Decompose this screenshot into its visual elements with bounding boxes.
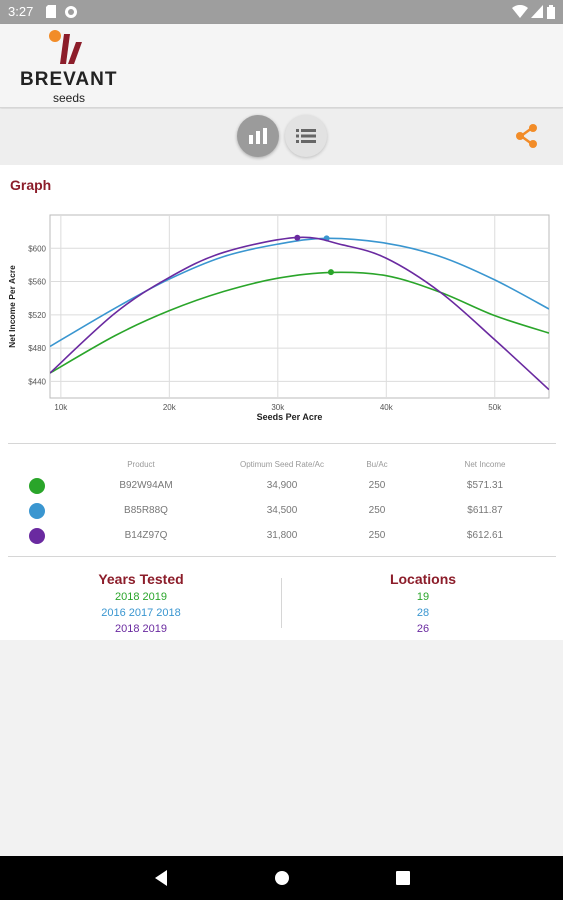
seed-rate-cell: 31,800 <box>266 530 298 541</box>
plot-area <box>49 214 550 399</box>
recents-icon[interactable] <box>395 869 411 892</box>
series-dot-purple <box>29 528 45 544</box>
y-tick-label: $560 <box>28 278 46 287</box>
header-bu-ac: Bu/Ac <box>366 460 388 469</box>
years-tested-title: Years Tested <box>98 571 184 587</box>
product-cell: B92W94AM <box>119 480 173 491</box>
series-line <box>50 237 549 348</box>
series-line <box>50 236 549 391</box>
bu-ac-cell: 250 <box>368 480 386 491</box>
app-header: BREVANT seeds <box>0 24 563 108</box>
locations-value: 28 <box>416 607 430 619</box>
bar-chart-icon <box>249 128 267 144</box>
header-net-income: Net Income <box>464 460 506 469</box>
system-nav-bar <box>0 856 563 900</box>
graph-title: Graph <box>10 177 52 193</box>
view-toolbar <box>0 109 563 165</box>
seed-rate-cell: 34,500 <box>266 505 298 516</box>
series-dot-blue <box>29 503 45 519</box>
results-card: Graph 10k 20k 30k 40k 50k $440 $480 $520 $560 $60… <box>0 165 563 640</box>
list-icon <box>296 129 316 143</box>
x-tick-label: 10k <box>54 403 68 412</box>
signal-icon <box>531 5 543 21</box>
product-cell: B85R88Q <box>124 505 168 516</box>
net-income-cell: $612.61 <box>466 530 504 541</box>
product-cell: B14Z97Q <box>124 530 168 541</box>
x-tick-label: 40k <box>380 403 394 412</box>
bu-ac-cell: 250 <box>368 505 386 516</box>
share-button[interactable] <box>514 123 540 149</box>
chart-view-button[interactable] <box>237 115 279 157</box>
x-tick-label: 20k <box>163 403 177 412</box>
y-tick-label: $440 <box>28 377 46 386</box>
net-income-cell: $611.87 <box>467 505 503 516</box>
sync-icon <box>64 5 78 22</box>
bu-ac-cell: 250 <box>368 530 386 541</box>
y-tick-label: $480 <box>28 344 46 353</box>
optimum-point <box>327 269 334 276</box>
brevant-logo-icon <box>46 28 94 66</box>
summary-separator <box>281 578 282 628</box>
locations-value: 19 <box>416 591 430 603</box>
wifi-icon <box>512 4 528 21</box>
net-income-cell: $571.31 <box>466 480 504 491</box>
seed-rate-cell: 34,900 <box>266 480 298 491</box>
years-tested-value: 2018 2019 <box>115 591 167 603</box>
back-icon[interactable] <box>153 869 169 892</box>
status-time: 3:27 <box>8 4 34 19</box>
brand-subtitle: seeds <box>53 91 86 105</box>
years-tested-value: 2016 2017 2018 <box>101 607 181 619</box>
home-icon[interactable] <box>274 869 290 892</box>
y-axis-label: Net Income Per Acre <box>7 265 17 348</box>
x-tick-label: 30k <box>271 403 285 412</box>
locations-title: Locations <box>389 571 457 587</box>
x-axis-label: Seeds Per Acre <box>257 412 323 422</box>
table-row: B92W94AM 34,900 250 $571.31 <box>0 475 563 497</box>
divider <box>8 556 556 557</box>
header-product: Product <box>127 460 155 469</box>
optimum-point <box>294 234 301 241</box>
battery-icon <box>547 5 555 22</box>
brand-name: BREVANT <box>20 69 118 90</box>
x-tick-label: 50k <box>488 403 502 412</box>
locations-value: 26 <box>416 623 430 635</box>
status-bar: 3:27 <box>0 0 563 24</box>
table-row: B14Z97Q 31,800 250 $612.61 <box>0 525 563 547</box>
table-row: B85R88Q 34,500 250 $611.87 <box>0 500 563 522</box>
divider <box>8 443 556 444</box>
y-tick-label: $600 <box>28 244 46 253</box>
list-view-button[interactable] <box>285 115 327 157</box>
sd-card-icon <box>46 5 56 21</box>
net-income-chart: 10k 20k 30k 40k 50k $440 $480 $520 $560 $600 Seeds… <box>7 214 550 422</box>
series-dot-green <box>29 478 45 494</box>
header-seed-rate: Optimum Seed Rate/Ac <box>239 460 325 469</box>
share-icon <box>516 124 537 148</box>
years-tested-value: 2018 2019 <box>115 623 167 635</box>
series-line <box>50 271 549 374</box>
y-tick-label: $520 <box>28 311 46 320</box>
